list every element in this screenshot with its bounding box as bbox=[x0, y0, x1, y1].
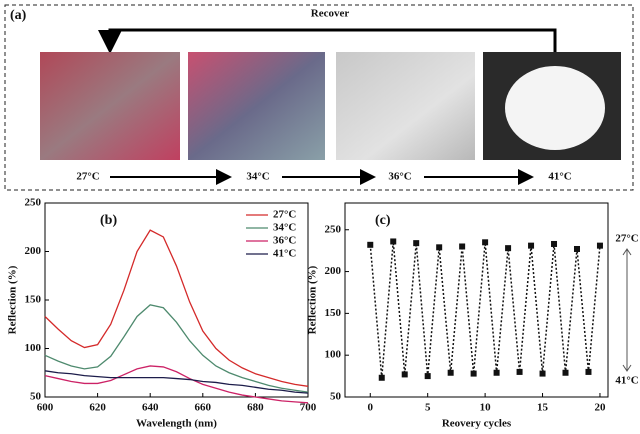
point bbox=[413, 240, 420, 247]
line bbox=[44, 229, 309, 387]
y-tick-label: 50 bbox=[30, 391, 42, 403]
line bbox=[44, 304, 309, 393]
temperature: 34°C bbox=[246, 171, 269, 183]
x-tick-label: 15 bbox=[537, 402, 549, 414]
point bbox=[585, 368, 592, 375]
photo-sample bbox=[505, 66, 605, 150]
legend-label: 36°C bbox=[273, 235, 296, 247]
line bbox=[44, 365, 309, 404]
recover-label: Recover bbox=[311, 8, 350, 20]
x-tick-label: 700 bbox=[300, 402, 317, 414]
photo bbox=[188, 52, 325, 160]
point bbox=[551, 240, 558, 247]
x-axis-label: Wavelength (nm) bbox=[136, 418, 217, 430]
y-axis-label: Reflection (%) bbox=[307, 265, 319, 334]
plot-frame bbox=[344, 202, 609, 398]
x-tick-label: 20 bbox=[594, 402, 606, 414]
connector bbox=[369, 241, 601, 378]
legend-label: 27°C bbox=[273, 209, 296, 221]
x-tick-label: 640 bbox=[142, 402, 159, 414]
legend-label: 34°C bbox=[273, 222, 296, 234]
recover-arrow bbox=[98, 28, 557, 54]
panel-label: (c) bbox=[375, 213, 391, 228]
point bbox=[459, 243, 466, 250]
point bbox=[482, 239, 489, 246]
temperature: 27°C bbox=[76, 171, 99, 183]
temperature: 41°C bbox=[548, 171, 571, 183]
y-tick-label: 250 bbox=[25, 197, 42, 209]
point bbox=[378, 374, 385, 381]
point bbox=[505, 245, 512, 252]
point bbox=[367, 241, 374, 248]
y-tick-label: 50 bbox=[330, 391, 342, 403]
x-tick-label: 600 bbox=[37, 402, 54, 414]
annotation: 41°C bbox=[615, 375, 638, 387]
double-arrow bbox=[622, 248, 632, 372]
x-axis-label: Reovery cycles bbox=[442, 418, 512, 430]
y-tick-label: 150 bbox=[25, 294, 42, 306]
y-tick-label: 200 bbox=[25, 245, 42, 257]
x-tick-label: 680 bbox=[247, 402, 264, 414]
line bbox=[44, 370, 309, 394]
point bbox=[390, 238, 397, 245]
point bbox=[470, 370, 477, 377]
point bbox=[424, 373, 431, 380]
panel-frame bbox=[4, 4, 634, 191]
y-tick-label: 100 bbox=[25, 342, 42, 354]
point bbox=[447, 369, 454, 376]
y-tick-label: 150 bbox=[325, 307, 342, 319]
x-tick-label: 620 bbox=[89, 402, 106, 414]
point bbox=[573, 245, 580, 252]
y-tick-label: 100 bbox=[325, 349, 342, 361]
legend-label: 41°C bbox=[273, 248, 296, 260]
y-tick-label: 250 bbox=[325, 223, 342, 235]
annotation: 27°C bbox=[615, 233, 638, 245]
point bbox=[539, 370, 546, 377]
y-tick-label: 200 bbox=[325, 265, 342, 277]
x-tick-label: 10 bbox=[480, 402, 492, 414]
point bbox=[516, 368, 523, 375]
point bbox=[562, 369, 569, 376]
point bbox=[401, 371, 408, 378]
plot-frame bbox=[44, 202, 309, 398]
panel-label: (b) bbox=[100, 213, 117, 228]
photo bbox=[40, 52, 180, 160]
x-tick-label: 5 bbox=[425, 402, 431, 414]
x-tick-label: 0 bbox=[368, 402, 374, 414]
photo bbox=[336, 52, 475, 160]
y-axis-label: Reflection (%) bbox=[7, 265, 19, 334]
x-tick-label: 660 bbox=[195, 402, 212, 414]
temperature: 36°C bbox=[388, 171, 411, 183]
point bbox=[528, 242, 535, 249]
point bbox=[596, 242, 603, 249]
point bbox=[493, 369, 500, 376]
panel-label: (a) bbox=[10, 8, 27, 23]
point bbox=[436, 244, 443, 251]
